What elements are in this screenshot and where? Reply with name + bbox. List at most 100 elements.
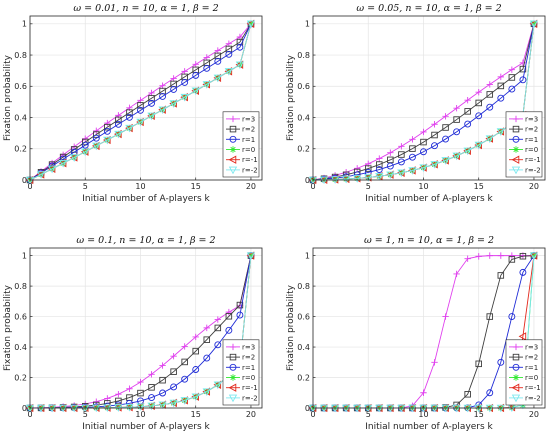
data-point [203, 354, 211, 362]
legend-label: r=1 [525, 136, 538, 144]
data-point [508, 74, 516, 81]
legend: r=3 r=2 r=1 r=0 r=-1 r=-2 [222, 111, 260, 178]
data-point [431, 121, 438, 128]
data-point [420, 128, 427, 136]
data-point [474, 141, 483, 150]
data-point [147, 402, 156, 411]
data-point [125, 124, 134, 133]
data-point [214, 324, 222, 332]
data-point [181, 375, 189, 383]
data-point [453, 128, 461, 136]
data-point [236, 43, 244, 51]
data-point [496, 128, 505, 136]
legend-label: r=2 [242, 354, 255, 362]
data-point [375, 173, 384, 181]
data-point [203, 336, 211, 343]
data-point [225, 313, 233, 320]
data-point [442, 113, 449, 120]
data-point [192, 366, 200, 373]
legend-swatch-marker [229, 353, 237, 361]
data-point [497, 82, 505, 90]
chart-panel-1: 0 5 10 15 20 0 0.2 0.4 0.6 0.8 1 ω = 0.01, n = 10, … [3, 3, 263, 204]
data-point [224, 68, 234, 76]
legend-entry: r=3 [509, 343, 538, 351]
data-point [214, 341, 222, 349]
data-point [225, 50, 233, 58]
data-point [519, 59, 527, 67]
data-point [159, 82, 166, 89]
legend-swatch-marker [512, 125, 520, 133]
y-tick-label: 0 [305, 176, 310, 185]
data-point [169, 399, 178, 408]
legend-swatch-marker [228, 166, 238, 175]
data-point [126, 109, 133, 116]
data-point [213, 73, 222, 83]
data-point [125, 123, 133, 133]
y-tick-label: 0.6 [14, 312, 27, 321]
data-point [376, 161, 383, 168]
data-point [81, 141, 89, 149]
data-point [180, 93, 189, 102]
data-point [442, 135, 450, 143]
legend-box [505, 111, 543, 178]
legend-label: r=3 [525, 343, 538, 351]
data-point [364, 165, 372, 172]
legend-label: r=3 [242, 115, 255, 123]
legend: r=3 r=2 r=1 r=0 r=-1 r=-2 [505, 339, 543, 406]
x-tick-label: 0 [310, 182, 315, 191]
data-point [431, 131, 438, 139]
data-point [114, 120, 122, 128]
data-point [102, 135, 111, 145]
data-point [114, 129, 122, 139]
data-point [397, 169, 406, 178]
data-point [125, 403, 134, 412]
data-point [431, 359, 438, 366]
legend-swatch-marker [229, 343, 237, 351]
data-point [180, 93, 188, 102]
data-point [442, 313, 449, 320]
x-tick-label: 15 [474, 182, 484, 191]
series-r=-2 [308, 20, 539, 185]
x-tick-label: 0 [27, 182, 32, 191]
legend-entry: r=2 [226, 126, 255, 134]
legend-label: r=0 [242, 146, 255, 154]
data-point [519, 76, 527, 84]
legend-label: r=-1 [525, 156, 541, 164]
data-point [409, 136, 416, 143]
y-tick-label: 0 [22, 176, 27, 185]
legend-entry: r=2 [509, 126, 538, 134]
data-point [103, 127, 111, 135]
legend-label: r=-2 [525, 394, 541, 402]
y-tick-label: 1 [22, 20, 27, 29]
legend-entry: r=3 [509, 115, 538, 123]
legend-entry: r=-2 [509, 394, 541, 402]
data-point [158, 401, 167, 410]
data-point [92, 142, 101, 151]
y-tick-label: 0.4 [297, 113, 310, 122]
data-point [180, 397, 189, 405]
data-point [214, 316, 222, 323]
data-point [214, 47, 222, 54]
data-point [159, 389, 167, 397]
data-point [247, 20, 255, 28]
x-tick-label: 5 [366, 410, 371, 419]
data-point [224, 67, 233, 76]
data-point [47, 164, 56, 174]
series-line [312, 23, 535, 181]
data-point [213, 380, 222, 389]
legend-entry: r=3 [226, 343, 255, 351]
data-point [508, 66, 516, 73]
data-point [36, 170, 45, 179]
x-tick-label: 5 [83, 182, 88, 191]
legend: r=3 r=2 r=1 r=0 r=-1 r=-2 [505, 111, 543, 178]
data-point [441, 157, 450, 165]
x-tick-label: 10 [418, 410, 428, 419]
legend-entry: r=1 [509, 136, 538, 144]
data-point [464, 120, 472, 128]
y-axis-label: Fixation probability [3, 54, 13, 141]
data-point [148, 94, 155, 102]
data-point [58, 159, 67, 168]
legend-entry: r=-1 [509, 155, 541, 164]
data-point [159, 92, 167, 100]
data-point [181, 78, 189, 86]
